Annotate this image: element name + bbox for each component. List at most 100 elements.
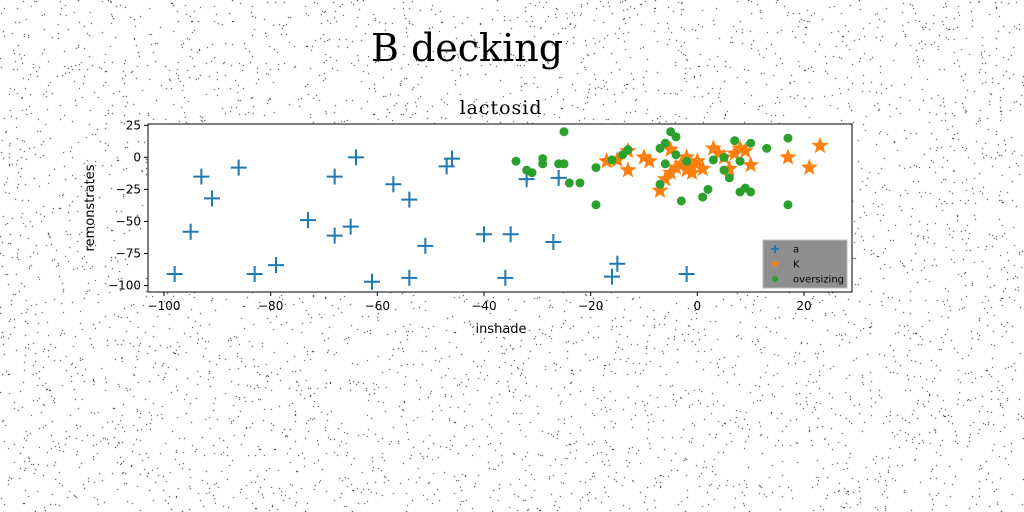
data-point xyxy=(671,132,681,142)
data-point xyxy=(746,138,756,148)
data-point xyxy=(683,157,701,174)
y-tick-label: 25 xyxy=(126,118,141,132)
data-point xyxy=(656,170,674,187)
data-point xyxy=(704,139,722,156)
x-axis-ticks: −100 −80 −60 −40 −20 0 20 xyxy=(148,292,812,313)
data-point xyxy=(502,226,519,243)
data-point xyxy=(545,233,562,250)
data-point xyxy=(635,148,653,165)
data-point xyxy=(676,196,686,206)
data-point xyxy=(672,154,690,171)
data-point xyxy=(662,140,680,157)
data-point xyxy=(193,168,210,185)
data-point xyxy=(678,148,696,165)
series-circle xyxy=(511,127,793,210)
data-point xyxy=(342,218,359,235)
y-axis-ticks: 25 0 −25 −50 −75 −100 xyxy=(108,118,148,293)
data-point xyxy=(348,149,364,166)
data-point xyxy=(559,127,569,137)
data-point xyxy=(607,155,617,165)
legend-marker xyxy=(770,259,780,268)
data-point xyxy=(326,227,343,244)
data-point xyxy=(591,163,601,173)
data-point xyxy=(800,158,818,175)
data-point xyxy=(724,173,734,183)
data-point xyxy=(608,150,626,168)
data-point xyxy=(708,155,718,165)
data-point xyxy=(678,161,696,178)
data-point xyxy=(779,148,797,165)
data-point xyxy=(746,187,756,197)
data-point xyxy=(444,150,460,167)
data-point xyxy=(719,165,729,175)
data-point xyxy=(246,266,263,283)
data-point xyxy=(401,269,418,286)
y-tick-label: 0 xyxy=(133,150,141,164)
x-tick-label: 20 xyxy=(796,299,811,313)
data-point xyxy=(364,273,380,290)
x-tick-label: −60 xyxy=(365,299,390,313)
y-axis-label: remonstrates xyxy=(83,164,98,251)
data-point xyxy=(783,133,793,143)
y-tick-label: −100 xyxy=(108,279,141,293)
data-point xyxy=(326,168,343,185)
data-point xyxy=(730,136,740,146)
data-point xyxy=(591,200,601,210)
data-point xyxy=(811,136,829,154)
legend-label: oversizing xyxy=(793,275,844,286)
data-point xyxy=(671,150,681,160)
data-point xyxy=(683,163,701,180)
data-point xyxy=(268,257,284,274)
data-point xyxy=(564,178,574,188)
data-point xyxy=(598,152,616,169)
data-point xyxy=(385,176,402,193)
data-point xyxy=(783,200,793,210)
x-tick-label: −20 xyxy=(578,299,603,313)
y-tick-label: −75 xyxy=(116,247,141,261)
data-point xyxy=(511,156,521,166)
data-point xyxy=(609,255,626,272)
legend-marker xyxy=(771,245,779,253)
data-point xyxy=(619,161,637,178)
series-star xyxy=(598,136,829,198)
data-point xyxy=(575,178,585,188)
data-point xyxy=(559,159,569,169)
data-point xyxy=(688,152,706,169)
data-point xyxy=(300,212,316,229)
data-point xyxy=(720,159,738,177)
data-point xyxy=(651,181,669,198)
data-point xyxy=(166,266,183,283)
data-point xyxy=(623,145,633,155)
data-point xyxy=(742,156,760,173)
data-point xyxy=(710,144,728,161)
x-tick-label: −40 xyxy=(471,299,496,313)
data-point xyxy=(604,268,620,285)
data-point xyxy=(662,163,680,180)
data-point xyxy=(538,154,548,164)
data-point xyxy=(230,159,247,176)
data-point xyxy=(182,223,199,240)
data-point xyxy=(735,156,745,166)
data-point xyxy=(417,237,434,254)
data-point xyxy=(660,138,670,148)
data-point xyxy=(204,190,220,207)
data-point xyxy=(736,141,754,159)
data-point xyxy=(682,156,692,166)
data-point xyxy=(703,184,713,194)
data-point xyxy=(401,191,418,208)
x-tick-label: 0 xyxy=(694,299,702,313)
data-point xyxy=(655,179,665,189)
x-tick-label: −80 xyxy=(258,299,283,313)
series-plus xyxy=(166,149,695,290)
legend-marker xyxy=(772,276,778,282)
legend-label: K xyxy=(793,260,800,271)
data-point xyxy=(550,169,567,186)
data-point xyxy=(762,143,772,153)
figure-suptitle: B decking xyxy=(370,26,564,70)
data-point xyxy=(667,158,685,175)
y-tick-label: −50 xyxy=(116,214,141,228)
chart-title: lactosid xyxy=(459,97,542,119)
data-marks xyxy=(166,127,829,290)
